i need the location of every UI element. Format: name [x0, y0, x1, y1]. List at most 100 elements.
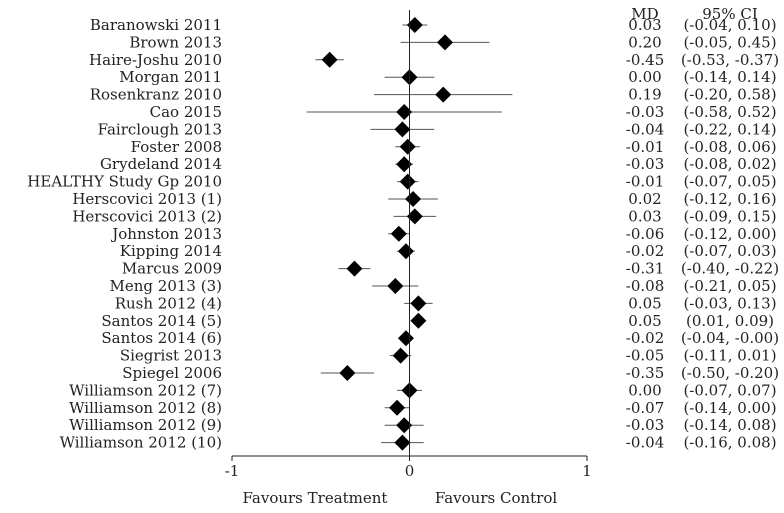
md-value: -0.03 — [626, 416, 664, 434]
md-marker — [392, 347, 409, 364]
md-value: 0.02 — [628, 190, 661, 208]
md-marker — [390, 225, 407, 242]
md-marker — [437, 34, 453, 51]
ci-value: (-0.22, 0.14) — [683, 120, 776, 138]
ci-value: (-0.07, 0.07) — [683, 381, 776, 399]
md-marker — [396, 104, 413, 120]
md-value: -0.08 — [626, 277, 664, 295]
study-label: Marcus 2009 — [122, 260, 222, 278]
md-marker — [406, 17, 423, 33]
md-value: 0.03 — [628, 16, 661, 34]
ci-value: (-0.11, 0.01) — [683, 347, 776, 365]
md-marker — [397, 243, 414, 260]
ci-value: (-0.14, 0.08) — [683, 416, 776, 434]
md-column-header: MD — [631, 5, 658, 23]
md-marker — [387, 278, 404, 294]
ci-value: (-0.05, 0.45) — [683, 33, 776, 51]
md-value: -0.07 — [626, 399, 664, 417]
md-marker — [410, 295, 427, 312]
md-marker — [396, 417, 413, 434]
ci-value: (-0.03, 0.13) — [683, 294, 776, 312]
md-value: 0.19 — [628, 86, 661, 104]
x-tick-label: 0 — [405, 462, 415, 480]
md-value: -0.03 — [626, 103, 664, 121]
md-marker — [394, 121, 411, 138]
md-value: -0.04 — [626, 120, 664, 138]
study-label: Foster 2008 — [131, 138, 222, 156]
md-value: 0.00 — [628, 68, 661, 86]
md-value: 0.05 — [628, 312, 661, 330]
study-label: Rush 2012 (4) — [115, 294, 222, 312]
favours-control-label: Favours Control — [435, 489, 558, 507]
study-label: Cao 2015 — [150, 103, 222, 121]
md-marker — [339, 365, 356, 381]
md-value: -0.35 — [626, 364, 664, 382]
study-label: Fairclough 2013 — [98, 120, 222, 138]
md-value: 0.03 — [628, 207, 661, 225]
study-label: Santos 2014 (6) — [101, 329, 222, 347]
x-tick-label: -1 — [225, 462, 240, 480]
ci-value: (-0.14, 0.00) — [683, 399, 776, 417]
study-label: HEALTHY Study Gp 2010 — [27, 173, 222, 191]
md-value: 0.20 — [628, 33, 661, 51]
ci-values-column: (-0.04, 0.10)(-0.05, 0.45)(-0.53, -0.37)… — [681, 16, 779, 452]
ci-value: (-0.09, 0.15) — [683, 207, 776, 225]
study-label: Brown 2013 — [129, 33, 222, 51]
ci-value: (-0.04, -0.00) — [681, 329, 779, 347]
ci-value: (-0.04, 0.10) — [683, 16, 776, 34]
ci-column-header: 95% CI — [702, 5, 758, 23]
md-values-column: 0.030.20-0.450.000.19-0.03-0.04-0.01-0.0… — [626, 16, 664, 452]
md-marker — [435, 86, 452, 103]
md-value: -0.01 — [626, 173, 664, 191]
md-value: -0.06 — [626, 225, 664, 243]
study-label: Herscovici 2013 (2) — [72, 207, 222, 225]
md-markers — [321, 17, 453, 451]
ci-value: (-0.58, 0.52) — [683, 103, 776, 121]
md-marker — [397, 330, 414, 347]
study-label: Spiegel 2006 — [122, 364, 222, 382]
md-value: -0.01 — [626, 138, 664, 156]
ci-value: (-0.40, -0.22) — [681, 260, 779, 278]
md-value: -0.45 — [626, 51, 664, 69]
x-tick-label: 1 — [582, 462, 592, 480]
md-marker — [405, 191, 422, 207]
study-label: Baranowski 2011 — [90, 16, 222, 34]
study-label: Williamson 2012 (7) — [69, 381, 222, 399]
ci-value: (-0.14, 0.14) — [683, 68, 776, 86]
md-marker — [389, 399, 406, 416]
study-label: Siegrist 2013 — [120, 347, 222, 365]
ci-value: (-0.07, 0.05) — [683, 173, 776, 191]
md-value: 0.05 — [628, 294, 661, 312]
md-marker — [346, 260, 363, 277]
md-marker — [394, 434, 411, 451]
study-label: Meng 2013 (3) — [110, 277, 222, 295]
ci-value: (-0.12, 0.16) — [683, 190, 776, 208]
study-label: Williamson 2012 (9) — [69, 416, 222, 434]
md-value: -0.02 — [626, 329, 664, 347]
study-label: Santos 2014 (5) — [101, 312, 222, 330]
ci-value: (-0.16, 0.08) — [683, 434, 776, 452]
ci-value: (-0.07, 0.03) — [683, 242, 776, 260]
md-marker — [321, 51, 338, 68]
study-label: Williamson 2012 (8) — [69, 399, 222, 417]
study-label: Herscovici 2013 (1) — [72, 190, 222, 208]
md-marker — [396, 156, 413, 173]
x-ticks: -1 0 1 — [225, 456, 592, 480]
ci-value: (-0.08, 0.06) — [683, 138, 776, 156]
md-marker — [406, 208, 423, 225]
md-marker — [399, 173, 416, 190]
md-value: -0.31 — [626, 260, 664, 278]
ci-value: (-0.20, 0.58) — [683, 86, 776, 104]
study-label: Morgan 2011 — [119, 68, 222, 86]
study-label: Kipping 2014 — [120, 242, 222, 260]
md-value: -0.02 — [626, 242, 664, 260]
study-label: Grydeland 2014 — [100, 155, 222, 173]
md-marker — [410, 312, 427, 329]
study-label: Rosenkranz 2010 — [90, 86, 222, 104]
md-value: -0.05 — [626, 347, 664, 365]
md-value: -0.03 — [626, 155, 664, 173]
study-label: Haire-Joshu 2010 — [89, 51, 222, 69]
md-value: -0.04 — [626, 434, 664, 452]
